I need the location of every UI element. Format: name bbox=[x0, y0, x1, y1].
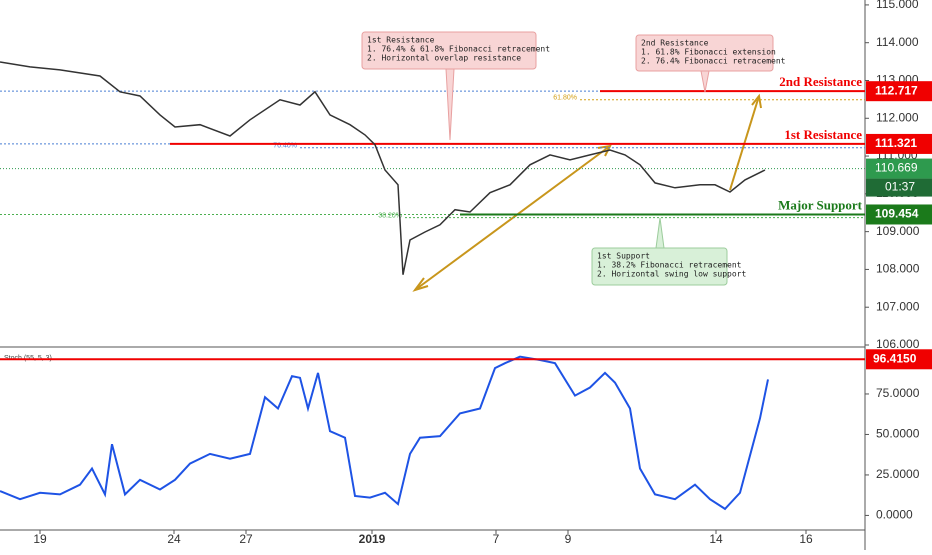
annotation-text: 1st Resistance bbox=[367, 36, 435, 45]
arrow bbox=[414, 145, 611, 291]
y-tick-label: 0.0000 bbox=[876, 508, 913, 522]
annotation-text: 2. 76.4% Fibonacci retracement bbox=[641, 57, 786, 66]
countdown-label: 01:37 bbox=[885, 180, 915, 194]
level-value-label: 112.717 bbox=[875, 83, 918, 97]
level-value-box bbox=[866, 81, 932, 102]
x-tick-label: 14 bbox=[709, 532, 723, 546]
level-value-box bbox=[866, 204, 932, 225]
x-tick-label: 9 bbox=[565, 532, 572, 546]
annotation-box bbox=[361, 31, 537, 70]
annotation-text: 1. 76.4% & 61.8% Fibonacci retracement bbox=[367, 45, 550, 54]
last-price-box bbox=[866, 158, 932, 179]
stoch-level-label: 96.4150 bbox=[873, 351, 917, 365]
y-tick-label: 112.000 bbox=[876, 110, 919, 124]
x-tick-label: 16 bbox=[799, 532, 813, 546]
last-price-label: 110.669 bbox=[875, 161, 918, 175]
annotation-text: 2. Horizontal overlap resistance bbox=[367, 54, 521, 63]
y-tick-label: 108.000 bbox=[876, 262, 920, 276]
y-tick-label: 106.000 bbox=[876, 337, 920, 351]
level-value-label: 111.321 bbox=[875, 136, 917, 150]
level-label: 2nd Resistance bbox=[779, 74, 862, 89]
y-tick-label: 109.000 bbox=[876, 224, 920, 238]
y-tick-label: 114.000 bbox=[876, 35, 919, 49]
x-tick-label: 19 bbox=[33, 532, 47, 546]
countdown-box bbox=[866, 178, 932, 197]
arrow-head bbox=[412, 277, 429, 292]
x-tick-label: 7 bbox=[493, 532, 500, 546]
annotation-text: 1. 38.2% Fibonacci retracement bbox=[597, 261, 742, 270]
level-value-label: 109.454 bbox=[875, 207, 919, 221]
annotation-text: 2nd Resistance bbox=[641, 39, 709, 48]
annotation-text: 1st Support bbox=[597, 252, 650, 261]
y-tick-label: 75.0000 bbox=[876, 386, 920, 400]
x-tick-label: 2019 bbox=[359, 532, 386, 546]
fib-label: 61.80% bbox=[553, 95, 577, 102]
fib-label: 76.40% bbox=[273, 143, 297, 150]
y-tick-label: 115.000 bbox=[876, 0, 919, 11]
annotation-text: 1. 61.8% Fibonacci extension bbox=[641, 48, 776, 57]
price-line bbox=[0, 61, 766, 275]
arrow-head bbox=[751, 93, 762, 109]
stoch-line bbox=[0, 355, 769, 511]
annotation-text: 2. Horizontal swing low support bbox=[597, 270, 746, 279]
annotation-box bbox=[591, 247, 728, 286]
y-tick-label: 107.000 bbox=[876, 299, 920, 313]
annotation-box bbox=[635, 34, 774, 72]
x-tick-label: 24 bbox=[167, 532, 181, 546]
y-tick-label: 25.0000 bbox=[876, 467, 920, 481]
fib-label: 38.20% bbox=[378, 212, 402, 219]
y-tick-label: 50.0000 bbox=[876, 427, 920, 441]
x-tick-label: 27 bbox=[239, 532, 253, 546]
level-label: 1st Resistance bbox=[784, 127, 862, 142]
level-value-box bbox=[866, 133, 932, 154]
stoch-level-box bbox=[866, 349, 932, 370]
level-label: Major Support bbox=[778, 197, 863, 212]
